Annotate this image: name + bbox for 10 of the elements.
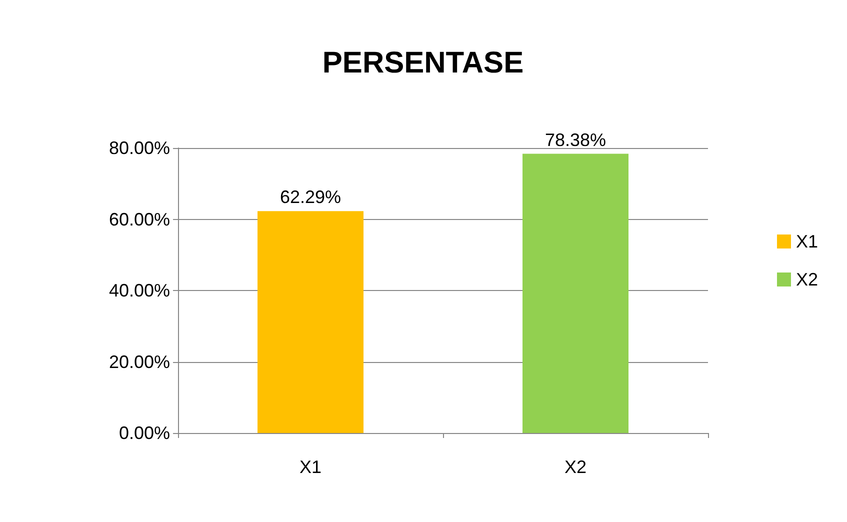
legend-label: X2 xyxy=(796,270,818,290)
y-tick-label: 40.00% xyxy=(108,280,170,300)
y-tick-label: 80.00% xyxy=(108,138,170,158)
y-tick-label: 0.00% xyxy=(118,423,170,443)
y-tick-label: 20.00% xyxy=(108,352,170,372)
chart-title: PERSENTASE xyxy=(322,46,524,80)
data-label: 78.38% xyxy=(544,130,606,150)
legend-label: X1 xyxy=(796,232,818,252)
y-tick-label: 60.00% xyxy=(108,209,170,230)
data-label: 62.29% xyxy=(280,187,342,208)
